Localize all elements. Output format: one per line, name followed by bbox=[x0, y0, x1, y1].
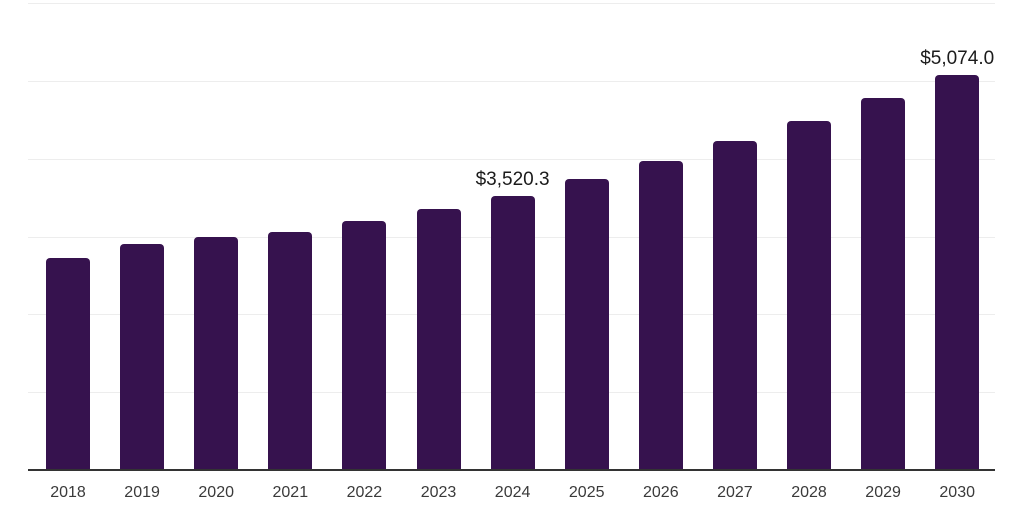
gridline-6000 bbox=[28, 3, 995, 4]
x-tick-2030: 2030 bbox=[939, 484, 975, 501]
x-tick-2018: 2018 bbox=[50, 484, 86, 501]
data-label-2030: $5,074.0 bbox=[920, 48, 995, 70]
bar-2030 bbox=[935, 75, 980, 470]
bar-2020 bbox=[194, 237, 239, 470]
bar-2018 bbox=[46, 257, 90, 470]
bar-2022 bbox=[342, 221, 387, 470]
x-tick-2025: 2025 bbox=[568, 484, 605, 501]
bar-2023 bbox=[416, 209, 461, 470]
bar-2019 bbox=[120, 243, 165, 470]
x-tick-2027: 2027 bbox=[717, 484, 753, 501]
gridline-5000 bbox=[28, 80, 995, 82]
bar-2028 bbox=[787, 120, 831, 470]
bar-2029 bbox=[861, 98, 906, 470]
x-axis-line bbox=[28, 469, 995, 471]
plot-area: $3,520.3 $5,074.0 bbox=[28, 3, 995, 471]
bar-2026 bbox=[638, 160, 683, 470]
bar-2025 bbox=[564, 178, 609, 470]
gridline-4000 bbox=[28, 158, 995, 160]
x-tick-2020: 2020 bbox=[198, 484, 234, 501]
x-tick-2019: 2019 bbox=[124, 484, 160, 501]
data-label-2024: $3,520.3 bbox=[475, 169, 550, 191]
x-tick-2029: 2029 bbox=[865, 484, 901, 501]
x-tick-2023: 2023 bbox=[420, 484, 457, 501]
bar-2021 bbox=[268, 231, 313, 470]
x-tick-2021: 2021 bbox=[272, 484, 309, 501]
x-tick-2028: 2028 bbox=[791, 484, 827, 501]
bar-2027 bbox=[712, 141, 757, 470]
x-tick-2022: 2022 bbox=[346, 484, 383, 501]
x-tick-2026: 2026 bbox=[643, 484, 679, 501]
x-tick-2024: 2024 bbox=[494, 484, 531, 501]
bar-2024 bbox=[490, 196, 535, 470]
